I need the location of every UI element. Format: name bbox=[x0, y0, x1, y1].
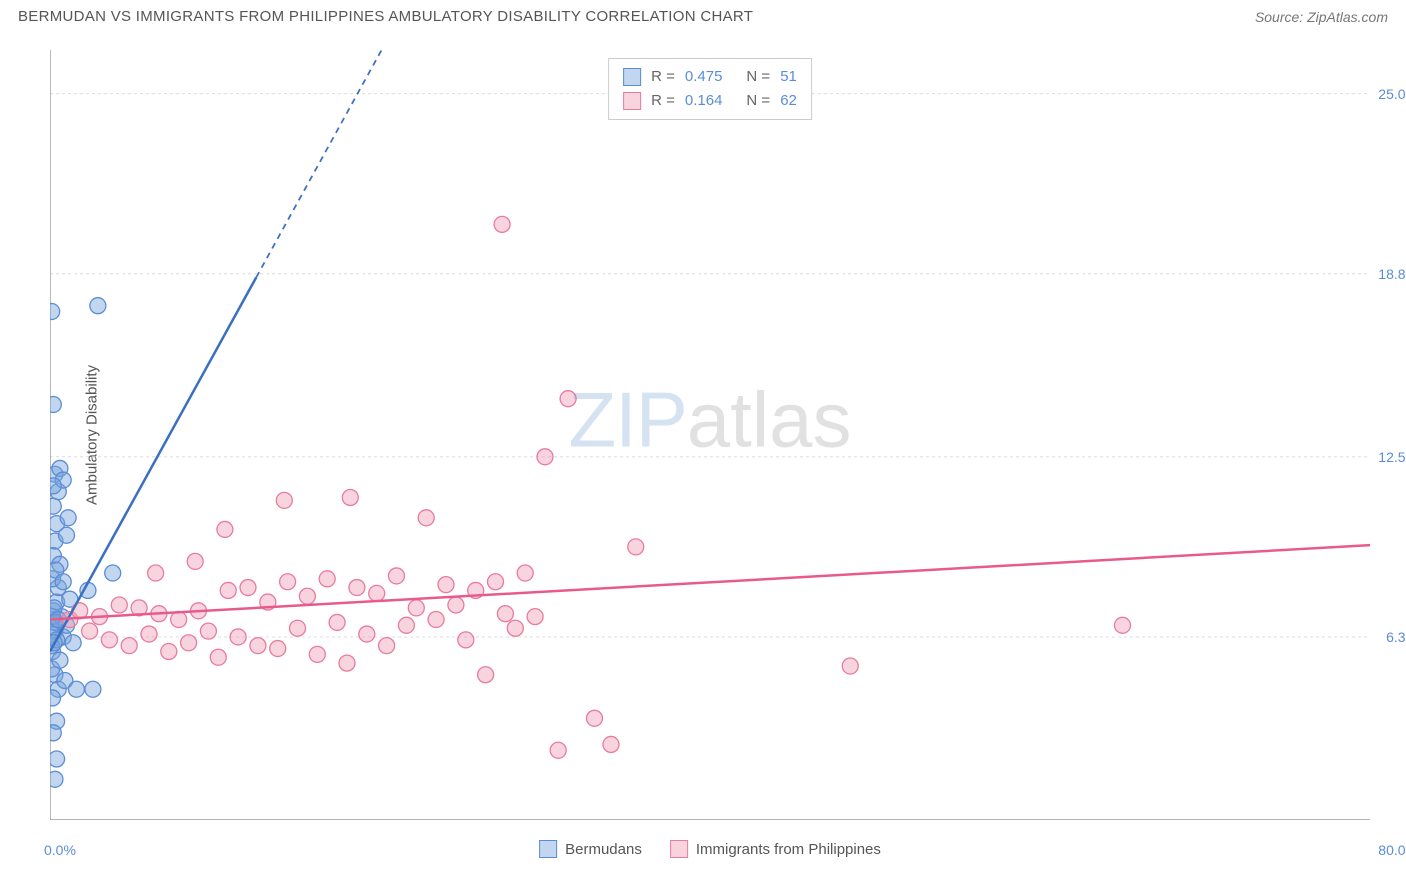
stat-n-value: 62 bbox=[780, 89, 797, 113]
stat-r-value: 0.164 bbox=[685, 89, 723, 113]
series-legend: Bermudans Immigrants from Philippines bbox=[539, 840, 881, 858]
stats-legend: R = 0.475 N = 51 R = 0.164 N = 62 bbox=[608, 58, 812, 120]
header: BERMUDAN VS IMMIGRANTS FROM PHILIPPINES … bbox=[0, 0, 1406, 31]
source-prefix: Source: bbox=[1255, 9, 1307, 25]
chart-title: BERMUDAN VS IMMIGRANTS FROM PHILIPPINES … bbox=[18, 8, 753, 25]
stat-r-value: 0.475 bbox=[685, 65, 723, 89]
series-legend-item: Bermudans bbox=[539, 840, 642, 858]
scatter-plot bbox=[50, 50, 1370, 820]
y-tick-label: 12.5% bbox=[1378, 449, 1406, 465]
series-legend-label: Immigrants from Philippines bbox=[696, 841, 881, 858]
source-attribution: Source: ZipAtlas.com bbox=[1255, 9, 1388, 25]
chart-area: Ambulatory Disability ZIPatlas R =0.475N… bbox=[50, 50, 1370, 820]
y-tick-label: 6.3% bbox=[1386, 629, 1406, 645]
x-tick-label: 0.0% bbox=[44, 842, 76, 858]
source-name: ZipAtlas.com bbox=[1307, 9, 1388, 25]
stats-legend-row: R = 0.164 N = 62 bbox=[623, 89, 797, 113]
series-legend-label: Bermudans bbox=[565, 841, 642, 858]
y-tick-label: 25.0% bbox=[1378, 86, 1406, 102]
stat-n-label: N = bbox=[746, 65, 770, 89]
stat-r-label: R = bbox=[651, 89, 675, 113]
legend-swatch bbox=[539, 840, 557, 858]
legend-swatch bbox=[670, 840, 688, 858]
y-tick-label: 18.8% bbox=[1378, 266, 1406, 282]
legend-swatch bbox=[623, 68, 641, 86]
legend-swatch bbox=[623, 92, 641, 110]
x-tick-label: 80.0% bbox=[1378, 842, 1406, 858]
stat-r-label: R = bbox=[651, 65, 675, 89]
stat-n-value: 51 bbox=[780, 65, 797, 89]
stat-n-label: N = bbox=[746, 89, 770, 113]
series-legend-item: Immigrants from Philippines bbox=[670, 840, 881, 858]
stats-legend-row: R = 0.475 N = 51 bbox=[623, 65, 797, 89]
